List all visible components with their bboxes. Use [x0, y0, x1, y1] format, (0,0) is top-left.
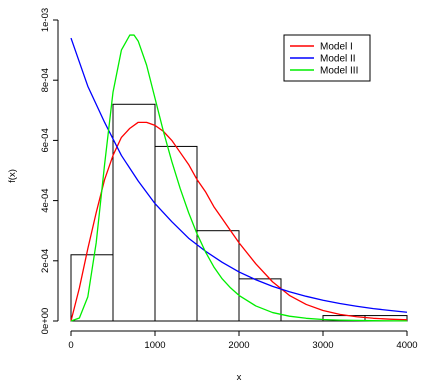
x-tick-label: 3000 [312, 340, 333, 351]
density-curves [70, 34, 408, 322]
histogram-bar [70, 254, 114, 322]
legend-label: Model II [320, 54, 356, 65]
x-tick-label: 4000 [396, 340, 417, 351]
histogram-bar [112, 103, 156, 322]
y-tick-label: 4e-04 [40, 188, 51, 212]
legend-label: Model I [320, 42, 353, 53]
axes: 0 1000 2000 3000 4000 0e+00 2e-04 4e-04 6e-04 8e-… [40, 8, 418, 351]
y-tick-label: 6e-04 [40, 128, 51, 152]
x-tick-label: 2000 [228, 340, 249, 351]
series-line-model-iii [70, 34, 408, 322]
y-tick-label: 0e+00 [40, 308, 51, 335]
series-line-model-i [70, 121, 408, 322]
x-tick-label: 0 [68, 340, 73, 351]
histogram-bar [154, 145, 198, 322]
x-axis-title: x [237, 372, 242, 383]
y-axis-title: f(x) [7, 169, 18, 183]
y-tick-label: 1e-03 [40, 8, 51, 32]
y-tick-label: 8e-04 [40, 68, 51, 92]
x-tick-label: 1000 [144, 340, 165, 351]
legend-label: Model III [320, 66, 358, 77]
histogram-bar [238, 278, 282, 322]
y-tick-label: 2e-04 [40, 249, 51, 273]
series-line-model-ii [70, 37, 408, 313]
histogram-bar [196, 230, 240, 322]
